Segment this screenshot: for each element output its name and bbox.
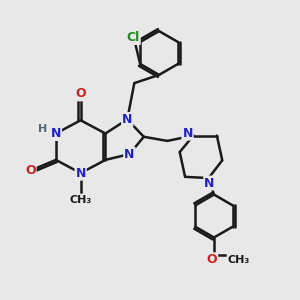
Text: N: N (76, 167, 86, 180)
Text: O: O (25, 164, 36, 177)
Text: O: O (75, 87, 86, 101)
Text: N: N (51, 127, 61, 140)
Text: N: N (124, 148, 134, 160)
Text: N: N (204, 176, 214, 190)
Text: N: N (182, 127, 193, 140)
Text: O: O (207, 253, 217, 266)
Text: N: N (122, 113, 133, 126)
Text: Cl: Cl (127, 31, 140, 44)
Text: CH₃: CH₃ (228, 255, 250, 265)
Text: CH₃: CH₃ (70, 194, 92, 205)
Text: H: H (38, 124, 47, 134)
